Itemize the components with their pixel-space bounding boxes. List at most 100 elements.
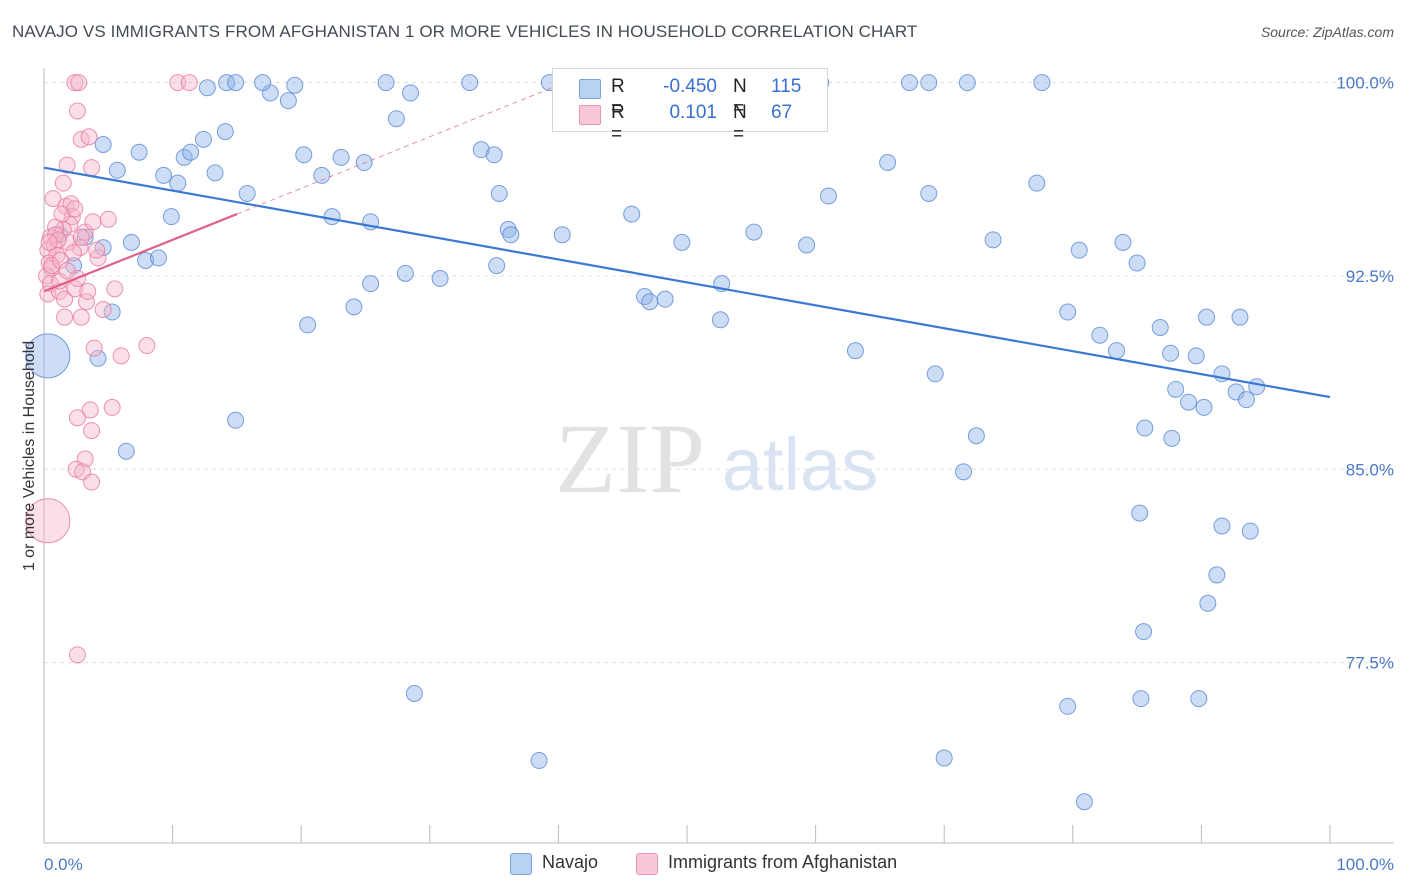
navajo-point bbox=[530, 752, 548, 770]
navajo-point bbox=[130, 143, 148, 161]
navajo-point bbox=[485, 146, 503, 164]
afghanistan-point bbox=[66, 200, 84, 218]
navajo-point bbox=[377, 74, 395, 92]
afghanistan-point bbox=[65, 244, 83, 262]
navajo-point bbox=[1187, 347, 1205, 365]
navajo-point bbox=[1199, 594, 1217, 612]
afghanistan-point bbox=[68, 409, 86, 427]
navajo-point bbox=[472, 141, 490, 159]
navajo-point bbox=[1136, 419, 1154, 437]
navajo-point bbox=[673, 233, 691, 251]
afghanistan-point bbox=[43, 257, 61, 275]
navajo-point bbox=[122, 233, 140, 251]
afghanistan-point bbox=[72, 308, 90, 326]
navajo-point bbox=[1208, 566, 1226, 584]
navajo-point bbox=[323, 208, 341, 226]
afghanistan-point bbox=[180, 74, 198, 92]
navajo-point bbox=[94, 135, 112, 153]
afghanistan-point bbox=[99, 210, 117, 228]
navajo-point bbox=[1248, 378, 1266, 396]
navajo-point bbox=[1195, 398, 1213, 416]
afghanistan-point bbox=[68, 646, 86, 664]
navajo-point bbox=[1135, 623, 1153, 641]
afghanistan-point bbox=[112, 347, 130, 365]
afghanistan-point bbox=[83, 473, 101, 491]
afghanistan-point bbox=[58, 262, 76, 280]
navajo-legend-swatch bbox=[510, 853, 532, 875]
navajo-point bbox=[967, 427, 985, 445]
navajo-point bbox=[286, 76, 304, 94]
afghanistan-point bbox=[38, 267, 56, 285]
navajo-point bbox=[345, 298, 363, 316]
x-tick-label-min: 0.0% bbox=[44, 855, 83, 874]
x-tick-label-max: 100.0% bbox=[1336, 855, 1394, 874]
navajo-point bbox=[958, 74, 976, 92]
watermark-atlas: atlas bbox=[722, 423, 878, 506]
afghanistan-point bbox=[44, 190, 62, 208]
navajo-point bbox=[155, 166, 173, 184]
afghanistan-point bbox=[83, 159, 101, 177]
navajo-point bbox=[1128, 254, 1146, 272]
afghanistan-legend-label: Immigrants from Afghanistan bbox=[668, 852, 898, 872]
navajo-point bbox=[194, 130, 212, 148]
navajo-point bbox=[935, 749, 953, 767]
navajo-point bbox=[238, 184, 256, 202]
navajo-point bbox=[926, 365, 944, 383]
afghanistan-legend-swatch bbox=[636, 853, 658, 875]
navajo-point bbox=[25, 333, 71, 379]
navajo-point bbox=[920, 74, 938, 92]
navajo-point bbox=[254, 74, 272, 92]
afghanistan-point bbox=[80, 128, 98, 146]
afghanistan-point bbox=[66, 74, 84, 92]
navajo-point bbox=[488, 257, 506, 275]
navajo-point bbox=[89, 349, 107, 367]
afghanistan-point bbox=[138, 337, 156, 355]
afghanistan-point bbox=[70, 74, 88, 92]
navajo-point bbox=[1237, 391, 1255, 409]
navajo-point bbox=[1213, 517, 1231, 535]
afghanistan-point bbox=[66, 280, 84, 298]
navajo-point bbox=[1231, 308, 1249, 326]
legend-n-value: 115 bbox=[771, 76, 802, 97]
afghanistan-point bbox=[81, 401, 99, 419]
afghanistan-point bbox=[59, 233, 77, 251]
navajo-point bbox=[1241, 522, 1259, 540]
navajo-trend-line bbox=[43, 166, 1331, 399]
navajo-point bbox=[216, 123, 234, 141]
navajo-point bbox=[798, 236, 816, 254]
afghanistan-point bbox=[79, 282, 97, 300]
navajo-point bbox=[182, 143, 200, 161]
legend-r-label: R = bbox=[611, 102, 625, 145]
navajo-point bbox=[900, 74, 918, 92]
afghanistan-point bbox=[54, 174, 72, 192]
legend-n-value: 67 bbox=[771, 102, 793, 123]
afghanistan-swatch bbox=[579, 105, 601, 125]
watermark-zip: ZIP bbox=[555, 403, 705, 514]
navajo-point bbox=[431, 270, 449, 288]
legend-r-label: R = bbox=[611, 76, 625, 119]
navajo-point bbox=[1070, 241, 1088, 259]
navajo-point bbox=[149, 249, 167, 267]
navajo-point bbox=[879, 154, 897, 172]
afghanistan-point bbox=[53, 205, 71, 223]
navajo-point bbox=[108, 161, 126, 179]
legend-r-value: -0.450 bbox=[663, 76, 717, 97]
afghanistan-point bbox=[83, 422, 101, 440]
chart-title: NAVAJO VS IMMIGRANTS FROM AFGHANISTAN 1 … bbox=[12, 22, 918, 41]
legend-n-label: N = bbox=[733, 102, 747, 145]
afghanistan-point bbox=[72, 228, 90, 246]
y-tick-label: 100.0% bbox=[1336, 74, 1394, 93]
navajo-point bbox=[1198, 308, 1216, 326]
afghanistan-point bbox=[106, 280, 124, 298]
afghanistan-point bbox=[40, 233, 58, 251]
navajo-point bbox=[1059, 303, 1077, 321]
afghanistan-point bbox=[56, 290, 74, 308]
navajo-point bbox=[227, 411, 245, 429]
navajo-point bbox=[387, 110, 405, 128]
navajo-point bbox=[227, 74, 245, 92]
navajo-point bbox=[819, 187, 837, 205]
y-tick-label: 77.5% bbox=[1346, 654, 1394, 673]
source-label: Source: ZipAtlas.com bbox=[1260, 24, 1394, 40]
afghanistan-trend-line bbox=[43, 213, 238, 293]
